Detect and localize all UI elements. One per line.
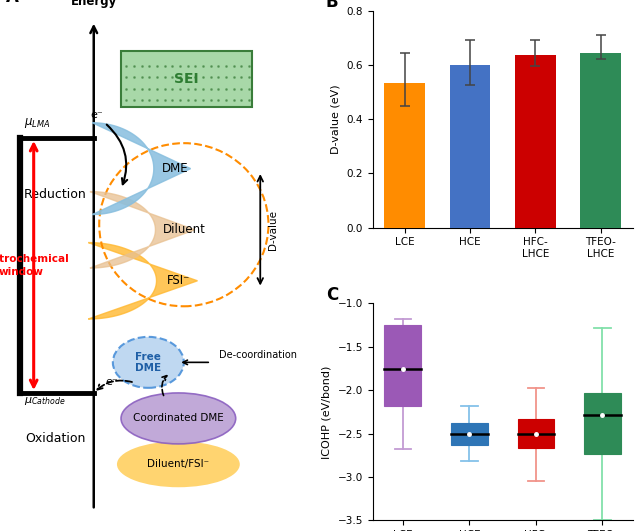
Text: DME: DME [162,162,189,175]
Text: B: B [326,0,339,11]
Text: $\mu_{LMA}$: $\mu_{LMA}$ [24,116,50,131]
Polygon shape [93,123,190,215]
Bar [385,325,421,406]
Text: Free
DME: Free DME [135,352,162,373]
Text: Diluent: Diluent [162,224,205,236]
Text: Reduction: Reduction [24,187,87,201]
Bar [584,393,621,453]
Y-axis label: D-value (eV): D-value (eV) [331,84,341,154]
Text: SEI: SEI [174,72,199,87]
Text: Oxidation: Oxidation [26,432,86,446]
Text: $\mu_{Cathode}$: $\mu_{Cathode}$ [24,396,66,407]
FancyBboxPatch shape [121,52,252,107]
Text: e⁻: e⁻ [105,376,118,387]
Ellipse shape [117,441,240,487]
Bar [451,423,488,445]
Polygon shape [90,192,195,268]
Text: Diluent/FSI⁻: Diluent/FSI⁻ [148,459,210,469]
Text: Electrochemical
window: Electrochemical window [0,254,68,277]
Text: A: A [6,0,19,5]
Bar [518,419,554,448]
Ellipse shape [121,393,236,444]
Polygon shape [88,243,197,319]
Text: Energy: Energy [71,0,117,8]
Bar [450,65,490,228]
Text: e⁻: e⁻ [90,110,103,120]
Text: C: C [326,286,338,304]
Text: FSI⁻: FSI⁻ [167,275,190,287]
Text: D-value: D-value [268,210,279,250]
Bar [580,53,621,228]
Ellipse shape [113,337,184,388]
Text: Coordinated DME: Coordinated DME [133,414,224,423]
Y-axis label: ICOHP (eV/bond): ICOHP (eV/bond) [322,365,332,459]
Text: De-coordination: De-coordination [219,350,297,360]
Bar [385,83,425,228]
Bar [515,55,555,228]
